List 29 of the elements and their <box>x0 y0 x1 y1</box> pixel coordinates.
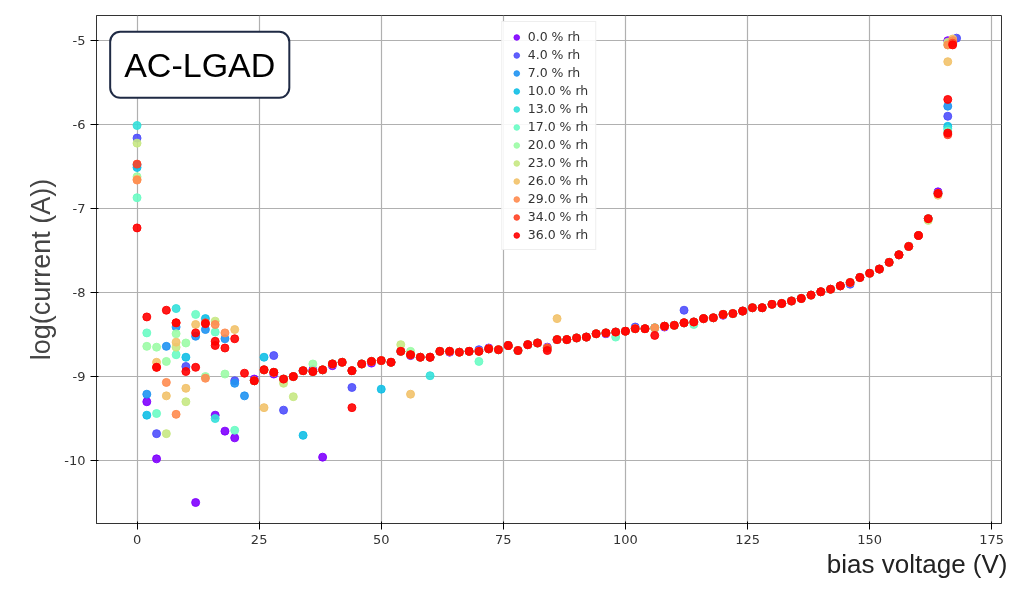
y-tick-label: -6 <box>72 117 86 133</box>
legend-label: 13.0 % rh <box>527 101 589 116</box>
legend-label: 34.0 % rh <box>527 209 589 224</box>
y-tick-label: -5 <box>72 33 86 49</box>
legend-label: 0.0 % rh <box>527 29 581 44</box>
y-axis-title: log(current (A)) <box>26 178 57 361</box>
x-tick-label: 50 <box>372 531 390 547</box>
x-tick-label: 125 <box>735 531 760 547</box>
y-tick-label: -8 <box>72 285 86 301</box>
x-tick-label: 0 <box>132 531 142 547</box>
x-tick-label: 25 <box>250 531 268 547</box>
y-tick-label: -10 <box>64 453 86 469</box>
y-tick-label: -7 <box>72 201 86 217</box>
legend-label: 36.0 % rh <box>527 227 589 242</box>
x-axis-title: bias voltage (V) <box>826 548 1008 579</box>
text: AC-LGAD <box>124 45 276 84</box>
legend-label: 23.0 % rh <box>527 155 589 170</box>
x-tick-label: 150 <box>857 531 883 547</box>
legend-label: 29.0 % rh <box>527 191 589 206</box>
legend-label: 17.0 % rh <box>527 119 589 134</box>
x-tick-label: 175 <box>979 531 1005 547</box>
legend-label: 10.0 % rh <box>527 83 589 98</box>
x-tick-label: 75 <box>495 531 512 547</box>
legend-label: 20.0 % rh <box>527 137 589 152</box>
legend-label: 4.0 % rh <box>527 47 581 62</box>
legend-label: 7.0 % rh <box>527 65 581 80</box>
legend-label: 26.0 % rh <box>527 173 589 188</box>
y-tick-label: -9 <box>72 369 86 385</box>
x-tick-label: 100 <box>613 531 638 547</box>
